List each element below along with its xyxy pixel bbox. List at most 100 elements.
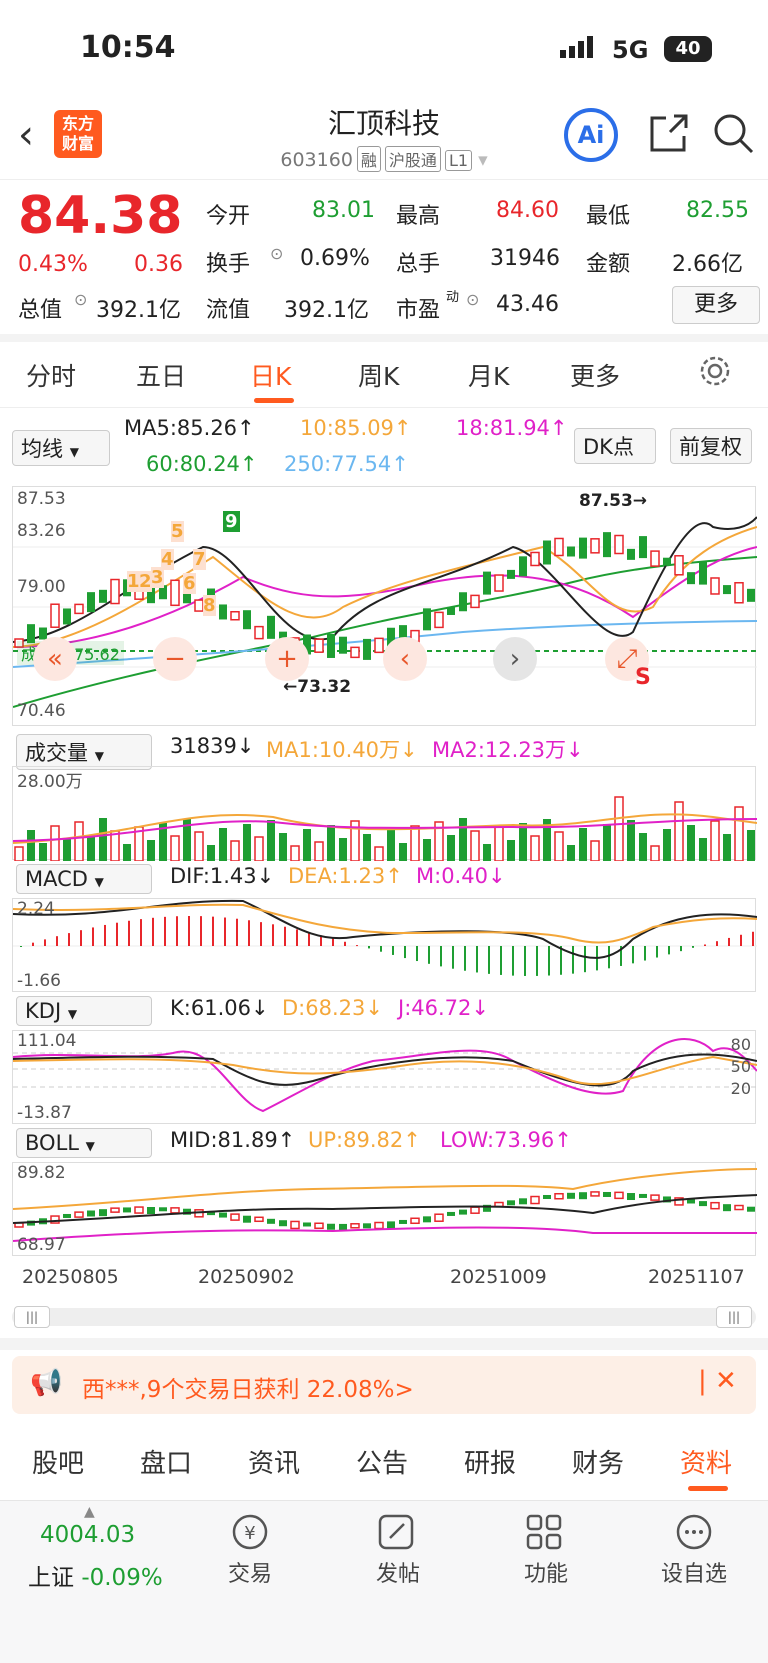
macd-bar <box>92 927 94 946</box>
boll-chart: 89.82 68.97 <box>12 1162 758 1256</box>
scroll-handle-left[interactable]: ||| <box>14 1306 50 1328</box>
candlestick <box>50 603 60 628</box>
candlestick <box>99 1209 107 1217</box>
volume-bar <box>734 806 744 862</box>
scroll-handle-right[interactable]: ||| <box>716 1306 752 1328</box>
nav-post[interactable]: 发帖 <box>375 1562 420 1587</box>
logo: 东方 财富 <box>54 110 102 158</box>
boll-up: UP:89.82↑ <box>308 1128 421 1152</box>
profit-banner[interactable] <box>12 1356 756 1414</box>
close-icon[interactable]: | ✕ <box>698 1366 737 1396</box>
settings-gear-icon[interactable] <box>698 354 732 392</box>
ma10-value: 10:85.09↑ <box>300 416 412 440</box>
tab-five-day[interactable]: 五日 <box>136 362 187 391</box>
back-icon[interactable]: ‹ <box>18 112 34 158</box>
tab-intraday[interactable]: 分时 <box>26 362 77 391</box>
kline-chart[interactable]: 87.53 83.26 79.00 70.46 87.53→ ←73.32 成本… <box>12 486 758 726</box>
tab-research[interactable]: 研报 <box>464 1449 517 1479</box>
tab-finance[interactable]: 财务 <box>572 1449 625 1479</box>
ai-button[interactable]: Ai <box>564 108 618 162</box>
zoom-in-button[interactable]: + <box>265 637 309 681</box>
macd-selector[interactable]: MACD ▼ <box>16 864 152 894</box>
tab-guba[interactable]: 股吧 <box>32 1449 85 1479</box>
candlestick <box>627 548 635 560</box>
mcap-label: 总值 <box>18 298 63 323</box>
nav-trade[interactable]: 交易 <box>227 1562 272 1587</box>
tab-profile[interactable]: 资料 <box>680 1449 733 1479</box>
share-icon[interactable] <box>646 112 690 160</box>
tag-connect: 沪股通 <box>384 146 441 172</box>
tab-pankou[interactable]: 盘口 <box>140 1449 193 1479</box>
trade-icon[interactable]: ¥ <box>228 1512 272 1556</box>
candlestick <box>327 633 335 658</box>
volume-bar <box>314 841 324 862</box>
boll-selector[interactable]: BOLL ▼ <box>16 1128 152 1158</box>
expand-icon[interactable]: ▲ <box>84 1504 95 1520</box>
tab-weekly-k[interactable]: 周K <box>358 362 400 391</box>
ma60-value: 60:80.24↑ <box>146 452 258 476</box>
mcap-value: 392.1亿 <box>96 298 181 323</box>
dk-point-button[interactable]: DK点 <box>574 428 656 464</box>
macd-bar <box>128 920 130 946</box>
info-icon[interactable]: ⊙ <box>270 244 284 263</box>
volume-bar <box>590 840 600 862</box>
candlestick <box>747 588 755 602</box>
volume-current: 31839↓ <box>170 734 255 758</box>
kdj-axis-top: 111.04 <box>17 1031 77 1051</box>
ma-selector[interactable]: 均线 ▼ <box>12 430 110 466</box>
banner-text[interactable]: 西***,9个交易日获利 22.08%> <box>82 1377 414 1403</box>
date-label: 20251009 <box>450 1266 547 1288</box>
macd-bar <box>488 946 490 974</box>
nav-functions[interactable]: 功能 <box>523 1562 568 1587</box>
volume-value: 31946 <box>490 246 560 271</box>
macd-chart: 2.24 -1.66 <box>12 898 758 992</box>
candlestick <box>254 1216 264 1223</box>
candlestick <box>687 572 695 585</box>
axis-mid1: 83.26 <box>17 521 66 541</box>
search-icon[interactable] <box>712 112 756 160</box>
candlestick <box>254 625 264 640</box>
info-icon[interactable]: ⊙ <box>466 290 480 309</box>
ma250-value: 250:77.54↑ <box>284 452 409 476</box>
more-button[interactable]: 更多 <box>672 286 760 324</box>
volume-bar <box>614 796 624 862</box>
volume-bar <box>470 830 480 862</box>
post-icon[interactable] <box>376 1512 416 1556</box>
adjust-button[interactable]: 前复权 <box>670 428 752 464</box>
index-value[interactable]: 4004.03 <box>40 1522 136 1548</box>
volume-bar <box>687 825 695 861</box>
scroll-left-fast-button[interactable]: « <box>33 637 77 681</box>
index-ticker[interactable]: 上证 -0.09% <box>28 1565 163 1591</box>
tab-daily-k[interactable]: 日K <box>250 362 292 391</box>
candlestick <box>723 585 731 595</box>
amount-label: 金额 <box>586 252 631 277</box>
candlestick <box>519 1198 527 1205</box>
more-dots-icon[interactable] <box>674 1512 714 1556</box>
nav-watchlist[interactable]: 设自选 <box>660 1562 727 1587</box>
macd-bar <box>548 946 550 976</box>
volume-bar <box>27 830 35 861</box>
volume-bar <box>483 844 491 861</box>
scroll-right-button[interactable]: › <box>493 637 537 681</box>
zoom-out-button[interactable]: − <box>153 637 197 681</box>
chart-scrollbar[interactable] <box>12 1308 756 1326</box>
volume-bar <box>543 819 551 861</box>
kdj-selector[interactable]: KDJ ▼ <box>16 996 152 1026</box>
candlestick <box>50 1215 60 1224</box>
candlestick <box>74 603 84 615</box>
tab-more[interactable]: 更多 <box>570 362 621 391</box>
apps-icon[interactable] <box>524 1512 564 1556</box>
volume-selector[interactable]: 成交量 ▼ <box>16 734 152 770</box>
candlestick <box>590 538 600 554</box>
axis-mid2: 79.00 <box>17 577 66 597</box>
macd-bar <box>632 946 634 964</box>
scroll-left-button[interactable]: ‹ <box>383 637 427 681</box>
candlestick <box>554 537 564 557</box>
volume-ma2: MA2:12.23万↓ <box>432 738 584 762</box>
macd-bar <box>272 924 274 946</box>
tab-announcements[interactable]: 公告 <box>356 1449 409 1479</box>
fullscreen-icon[interactable]: ⤢ <box>605 637 649 681</box>
info-icon[interactable]: ⊙ <box>74 290 88 309</box>
tab-monthly-k[interactable]: 月K <box>468 362 510 391</box>
tab-news[interactable]: 资讯 <box>248 1449 301 1479</box>
